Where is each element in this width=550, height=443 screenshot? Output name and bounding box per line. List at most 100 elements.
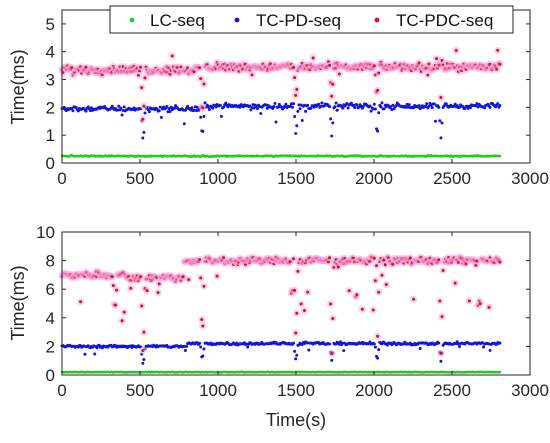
data-point bbox=[374, 127, 378, 131]
data-point bbox=[165, 105, 169, 109]
data-point bbox=[482, 345, 486, 349]
data-point bbox=[441, 268, 445, 272]
data-point bbox=[198, 66, 202, 70]
data-point bbox=[141, 136, 145, 140]
data-point bbox=[376, 88, 380, 92]
data-point bbox=[330, 352, 334, 356]
data-point bbox=[83, 352, 87, 356]
data-point bbox=[293, 288, 297, 292]
data-point bbox=[76, 109, 80, 113]
data-point bbox=[427, 62, 431, 66]
data-point bbox=[379, 105, 383, 109]
data-point bbox=[309, 106, 313, 110]
data-point bbox=[306, 103, 310, 107]
y-tick-label: 4 bbox=[46, 43, 55, 62]
data-point bbox=[224, 101, 228, 105]
data-point bbox=[218, 103, 222, 107]
data-point bbox=[373, 107, 377, 111]
data-point bbox=[245, 342, 249, 346]
data-point bbox=[334, 101, 338, 105]
data-point bbox=[250, 73, 254, 77]
data-point bbox=[372, 64, 376, 68]
data-point bbox=[293, 349, 297, 353]
data-point bbox=[372, 342, 376, 346]
data-point bbox=[476, 105, 480, 109]
data-point bbox=[249, 108, 253, 112]
data-point bbox=[143, 111, 147, 115]
data-point bbox=[353, 106, 357, 110]
data-point bbox=[141, 361, 145, 365]
data-point bbox=[498, 341, 502, 345]
data-point bbox=[296, 109, 300, 113]
data-point bbox=[111, 283, 115, 287]
data-point bbox=[483, 106, 487, 110]
data-point bbox=[498, 370, 502, 374]
data-point bbox=[384, 283, 388, 287]
data-point bbox=[439, 96, 443, 100]
data-point bbox=[346, 106, 350, 110]
data-point bbox=[376, 334, 380, 338]
y-tick-label: 0 bbox=[46, 154, 55, 173]
data-point bbox=[437, 105, 441, 109]
data-point bbox=[117, 104, 121, 108]
data-point bbox=[382, 107, 386, 111]
data-point bbox=[201, 324, 205, 328]
data-point bbox=[417, 341, 421, 345]
data-point bbox=[468, 106, 472, 110]
data-point bbox=[142, 104, 146, 108]
data-point bbox=[157, 109, 161, 113]
data-point bbox=[373, 279, 377, 283]
bottom-panel-x-ticks: 0 500 1000 1500 2000 2500 3000 bbox=[57, 232, 549, 400]
legend-marker-lc-seq bbox=[129, 17, 135, 23]
data-point bbox=[295, 87, 299, 91]
data-point bbox=[328, 256, 332, 260]
data-point bbox=[296, 269, 300, 273]
data-point bbox=[201, 354, 205, 358]
y-tick-label: 2 bbox=[46, 98, 55, 117]
data-point bbox=[219, 114, 223, 118]
top-panel-y-axis-label: Time(ms) bbox=[8, 49, 28, 124]
legend-label-tc-pd-seq: TC-PD-seq bbox=[256, 11, 341, 30]
data-point bbox=[167, 107, 171, 111]
data-point bbox=[376, 356, 380, 360]
series-tc-pd-seq bbox=[60, 340, 502, 365]
data-point bbox=[338, 340, 342, 344]
data-point bbox=[182, 122, 186, 126]
data-point bbox=[215, 274, 219, 278]
data-point bbox=[181, 108, 185, 112]
data-point bbox=[88, 109, 92, 113]
data-point bbox=[437, 341, 441, 345]
bottom-panel: 0 500 1000 1500 2000 2500 3000 0 2 4 6 8 10 Time(ms… bbox=[8, 223, 549, 430]
data-point bbox=[496, 48, 500, 52]
data-point bbox=[440, 58, 444, 62]
data-point bbox=[342, 349, 346, 353]
data-point bbox=[306, 290, 310, 294]
data-point bbox=[299, 103, 303, 107]
data-point bbox=[311, 56, 315, 60]
data-point bbox=[368, 104, 372, 108]
data-point bbox=[369, 109, 373, 113]
data-point bbox=[184, 345, 188, 349]
data-point bbox=[488, 348, 492, 352]
data-point bbox=[199, 115, 203, 119]
data-point bbox=[376, 129, 380, 133]
data-point bbox=[141, 117, 145, 121]
series-tc-pd-seq bbox=[60, 101, 502, 140]
data-point bbox=[377, 111, 381, 115]
data-point bbox=[457, 345, 461, 349]
data-point bbox=[292, 102, 296, 106]
data-point bbox=[437, 258, 441, 262]
data-point bbox=[372, 256, 376, 260]
data-point bbox=[418, 346, 422, 350]
data-point bbox=[248, 104, 252, 108]
data-point bbox=[293, 115, 297, 119]
bottom-panel-marks bbox=[58, 253, 504, 374]
y-tick-label: 1 bbox=[46, 126, 55, 145]
bottom-panel-y-axis-label: Time(ms) bbox=[8, 265, 28, 340]
data-point bbox=[349, 101, 353, 105]
data-point bbox=[495, 67, 499, 71]
data-point bbox=[498, 154, 502, 158]
x-tick-label: 1500 bbox=[277, 169, 315, 188]
data-point bbox=[226, 105, 230, 109]
data-point bbox=[430, 106, 434, 110]
